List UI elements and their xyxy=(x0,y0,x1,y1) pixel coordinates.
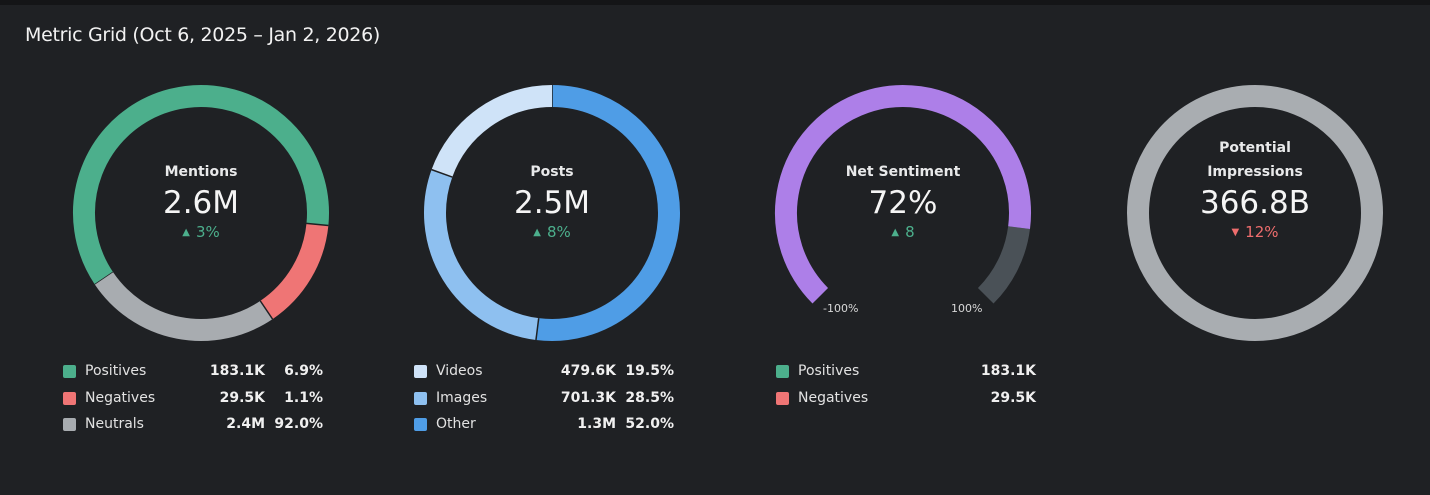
ring-segment xyxy=(94,272,273,341)
triangle-up-icon: ▲ xyxy=(891,227,900,238)
metric-card-mentions: Mentions 2.6M ▲ 3% Positives 183.1K 6.9% … xyxy=(51,80,351,460)
legend-swatch xyxy=(63,365,76,378)
top-bar xyxy=(0,0,1430,5)
legend-percent: 19.5% xyxy=(625,363,674,379)
legend-value: 2.4M xyxy=(226,416,265,432)
metric-delta: ▼ 12% xyxy=(1105,222,1405,243)
ring-segment xyxy=(73,85,329,285)
legend-label: Other xyxy=(436,416,476,432)
legend-item[interactable]: Negatives 29.5K 1.1% xyxy=(63,390,323,417)
legend-label: Negatives xyxy=(85,389,156,406)
ring-center: Mentions 2.6M ▲ 3% xyxy=(51,160,351,243)
legend-item[interactable]: Videos 479.6K 19.5% xyxy=(414,363,674,390)
triangle-up-icon: ▲ xyxy=(533,227,541,238)
legend: Videos 479.6K 19.5% Images 701.3K 28.5% … xyxy=(414,363,674,443)
ring-segment xyxy=(260,223,329,320)
legend-item[interactable]: Images 701.3K 28.5% xyxy=(414,390,674,417)
legend-value: 183.1K xyxy=(980,363,1036,379)
legend-value: 29.5K xyxy=(219,389,265,406)
ring-segment xyxy=(431,85,553,178)
metric-value: 72% xyxy=(868,185,938,221)
legend-item[interactable]: Positives 183.1K xyxy=(776,363,1036,390)
ring-segment xyxy=(535,85,680,341)
ring-center: Potential Impressions 366.8B ▼ 12% xyxy=(1105,136,1405,243)
metric-label: Posts xyxy=(530,164,574,180)
legend-label: Images xyxy=(436,389,488,406)
segment-divider xyxy=(259,300,274,320)
legend-label: Videos xyxy=(436,363,483,379)
legend-item[interactable]: Positives 183.1K 6.9% xyxy=(63,363,323,390)
legend-item[interactable]: Other 1.3M 52.0% xyxy=(414,416,674,443)
ring-segment xyxy=(424,169,539,340)
legend-value: 29.5K xyxy=(990,389,1036,406)
legend-swatch xyxy=(414,418,427,431)
legend-value: 1.3M xyxy=(577,416,616,432)
ring-chart xyxy=(424,85,680,341)
segment-divider xyxy=(306,222,329,227)
legend-item[interactable]: Neutrals 2.4M 92.0% xyxy=(63,416,323,443)
legend-swatch xyxy=(63,418,76,431)
gauge-max-label: 100% xyxy=(951,302,983,315)
legend-swatch xyxy=(414,391,427,405)
legend-label: Neutrals xyxy=(85,416,144,432)
metric-card-posts: Posts 2.5M ▲ 8% Videos 479.6K 19.5% Image… xyxy=(402,80,702,460)
legend-swatch xyxy=(776,391,789,405)
metric-value: 2.6M xyxy=(162,185,240,221)
legend-value: 479.6K xyxy=(560,363,616,379)
legend-percent: 92.0% xyxy=(274,416,323,432)
legend-item[interactable]: Negatives 29.5K xyxy=(776,390,1036,417)
ring-chart xyxy=(775,85,1031,304)
ring-segment xyxy=(1127,85,1383,341)
segment-divider xyxy=(431,168,453,178)
legend-percent: 52.0% xyxy=(625,416,674,432)
segment-divider xyxy=(94,271,114,286)
metric-card-potential-impressions: Potential Impressions 366.8B ▼ 12% xyxy=(1105,80,1405,460)
triangle-up-icon: ▲ xyxy=(182,227,190,238)
metric-label: Potential Impressions xyxy=(1207,140,1303,180)
ring-center: Net Sentiment 72% ▲ 8 xyxy=(753,160,1053,243)
metric-delta: ▲ 3% xyxy=(51,222,351,243)
triangle-down-icon: ▼ xyxy=(1231,227,1240,238)
delta-value: 8 xyxy=(905,223,915,241)
metric-card-net-sentiment: Net Sentiment 72% ▲ 8 -100% 100% Positives … xyxy=(753,80,1053,460)
legend-label: Negatives xyxy=(798,389,869,406)
legend-swatch xyxy=(776,365,789,378)
legend: Positives 183.1K Negatives 29.5K xyxy=(776,363,1036,416)
gauge-min-label: -100% xyxy=(823,302,859,315)
metric-value: 366.8B xyxy=(1199,185,1310,221)
metric-delta: ▲ 8 xyxy=(753,222,1053,243)
gauge-track xyxy=(977,225,1030,304)
metric-label: Mentions xyxy=(164,164,238,180)
ring-center: Posts 2.5M ▲ 8% xyxy=(402,160,702,243)
legend-value: 701.3K xyxy=(560,389,616,406)
metric-delta: ▲ 8% xyxy=(402,222,702,243)
legend-percent: 6.9% xyxy=(284,363,323,379)
legend-swatch xyxy=(414,365,427,378)
segment-divider xyxy=(535,318,540,341)
metric-label: Net Sentiment xyxy=(845,164,961,180)
delta-value: 3% xyxy=(195,223,220,241)
legend-label: Positives xyxy=(85,363,147,379)
ring-chart xyxy=(1127,85,1383,341)
legend-percent: 1.1% xyxy=(284,389,323,406)
delta-value: 8% xyxy=(546,223,571,241)
legend-swatch xyxy=(63,391,76,405)
ring-chart xyxy=(73,85,329,341)
legend: Positives 183.1K 6.9% Negatives 29.5K 1.… xyxy=(63,363,323,443)
metric-value: 2.5M xyxy=(513,185,591,221)
legend-label: Positives xyxy=(798,363,860,379)
gauge-fill xyxy=(775,85,1031,304)
page-title: Metric Grid (Oct 6, 2025 – Jan 2, 2026) xyxy=(25,24,380,46)
legend-value: 183.1K xyxy=(209,363,265,379)
delta-value: 12% xyxy=(1245,223,1279,241)
legend-percent: 28.5% xyxy=(625,389,674,406)
